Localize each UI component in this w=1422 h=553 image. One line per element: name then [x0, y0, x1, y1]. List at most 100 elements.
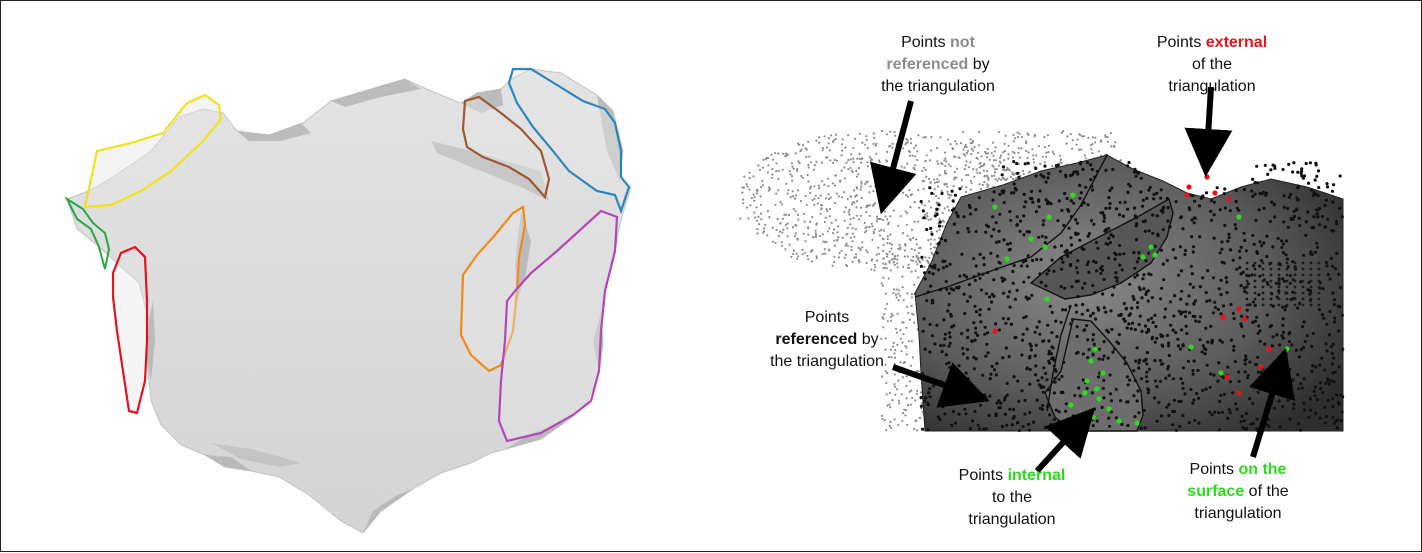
cloud-point — [1097, 150, 1100, 153]
cloud-point — [1011, 171, 1014, 174]
cloud-point — [809, 187, 812, 190]
grid-point — [1253, 261, 1257, 265]
mesh-point — [1029, 348, 1033, 352]
mesh-point — [1203, 352, 1207, 356]
mesh-point — [1077, 386, 1081, 390]
mesh-point — [1286, 383, 1290, 388]
mesh-point — [1292, 214, 1297, 218]
cloud-point — [791, 179, 794, 182]
mesh-point — [930, 334, 935, 338]
grid-point — [1301, 261, 1305, 265]
mesh-point — [1158, 379, 1163, 383]
mesh-point — [1052, 391, 1056, 395]
cloud-point — [952, 155, 956, 158]
cloud-point — [995, 168, 998, 171]
mesh-point — [1242, 334, 1246, 338]
mesh-point — [1318, 416, 1322, 420]
mesh-point — [1155, 214, 1159, 218]
internal-point — [1152, 252, 1158, 258]
mesh-point — [937, 224, 942, 228]
mesh-point — [1242, 286, 1246, 290]
mesh-point — [1256, 390, 1260, 394]
cloud-point — [912, 259, 915, 262]
mesh-point — [1325, 349, 1329, 353]
grid-point — [1245, 285, 1249, 289]
mesh-point — [930, 265, 935, 269]
cloud-point — [1001, 176, 1004, 179]
cloud-point — [809, 161, 813, 164]
cloud-point — [825, 240, 828, 243]
cloud-point — [901, 232, 905, 235]
mesh-point — [1271, 304, 1275, 308]
cloud-point — [890, 243, 894, 246]
cloud-point — [879, 184, 882, 187]
mesh-point — [1150, 335, 1155, 339]
cloud-point — [860, 158, 864, 161]
cloud-point — [814, 194, 817, 197]
cloud-point — [990, 152, 993, 155]
label-referenced: Points referenced by the triangulation — [770, 307, 884, 373]
mesh-point — [1164, 376, 1168, 380]
mesh-point — [1208, 410, 1212, 414]
cloud-point — [814, 232, 817, 235]
mesh-point — [1143, 324, 1148, 328]
mesh-point — [973, 397, 978, 401]
mesh-point — [1053, 245, 1057, 249]
cloud-point — [752, 175, 755, 178]
mesh-point — [1302, 408, 1307, 412]
cloud-point — [807, 233, 810, 236]
mesh-point — [989, 372, 993, 376]
label-highlight: not — [950, 34, 975, 51]
mesh-point — [1075, 334, 1079, 339]
mesh-point — [1001, 316, 1005, 321]
mesh-point — [1102, 213, 1106, 217]
cloud-point — [882, 276, 885, 279]
mesh-point — [1091, 311, 1095, 315]
cloud-point — [903, 255, 906, 258]
mesh-point — [1017, 428, 1022, 433]
mesh-point — [1153, 313, 1157, 317]
cloud-point — [815, 160, 818, 163]
mesh-point — [1287, 195, 1291, 199]
mesh-point — [1330, 362, 1334, 366]
mesh-point — [1272, 367, 1276, 371]
internal-point — [1218, 370, 1224, 376]
mesh-point — [1250, 189, 1254, 193]
cloud-point — [1039, 162, 1042, 166]
cloud-point — [920, 407, 923, 410]
cloud-point — [911, 396, 914, 399]
mesh-point — [1161, 344, 1165, 348]
mesh-point — [1015, 288, 1019, 292]
mesh-point — [950, 189, 954, 193]
mesh-point — [945, 394, 949, 398]
cloud-point — [807, 180, 810, 183]
mesh-point — [1326, 377, 1330, 381]
mesh-point — [963, 385, 967, 389]
mesh-point — [1060, 374, 1064, 379]
cloud-point — [812, 168, 816, 171]
mesh-point — [1208, 385, 1212, 389]
grid-point — [1285, 285, 1289, 289]
mesh-point — [1315, 241, 1319, 245]
mesh-point — [1090, 391, 1094, 395]
mesh-point — [1185, 331, 1189, 336]
mesh-point — [1326, 379, 1330, 383]
cloud-point — [857, 167, 861, 170]
mesh-point — [948, 402, 952, 406]
cloud-point — [936, 181, 939, 184]
mesh-point — [1221, 375, 1225, 380]
mesh-point — [1299, 280, 1303, 284]
mesh-point — [1052, 417, 1056, 422]
cloud-point — [963, 167, 966, 171]
mesh-point — [1071, 414, 1075, 418]
mesh-point — [963, 311, 967, 316]
cloud-point — [1043, 136, 1046, 139]
mesh-point — [1133, 415, 1137, 419]
mesh-point — [1096, 246, 1100, 250]
cloud-point — [763, 227, 766, 230]
grid-point — [1301, 279, 1305, 283]
mesh-point — [978, 403, 983, 407]
mesh-point — [1243, 289, 1247, 294]
cloud-point — [918, 247, 921, 250]
arrow-referenced — [892, 362, 990, 408]
